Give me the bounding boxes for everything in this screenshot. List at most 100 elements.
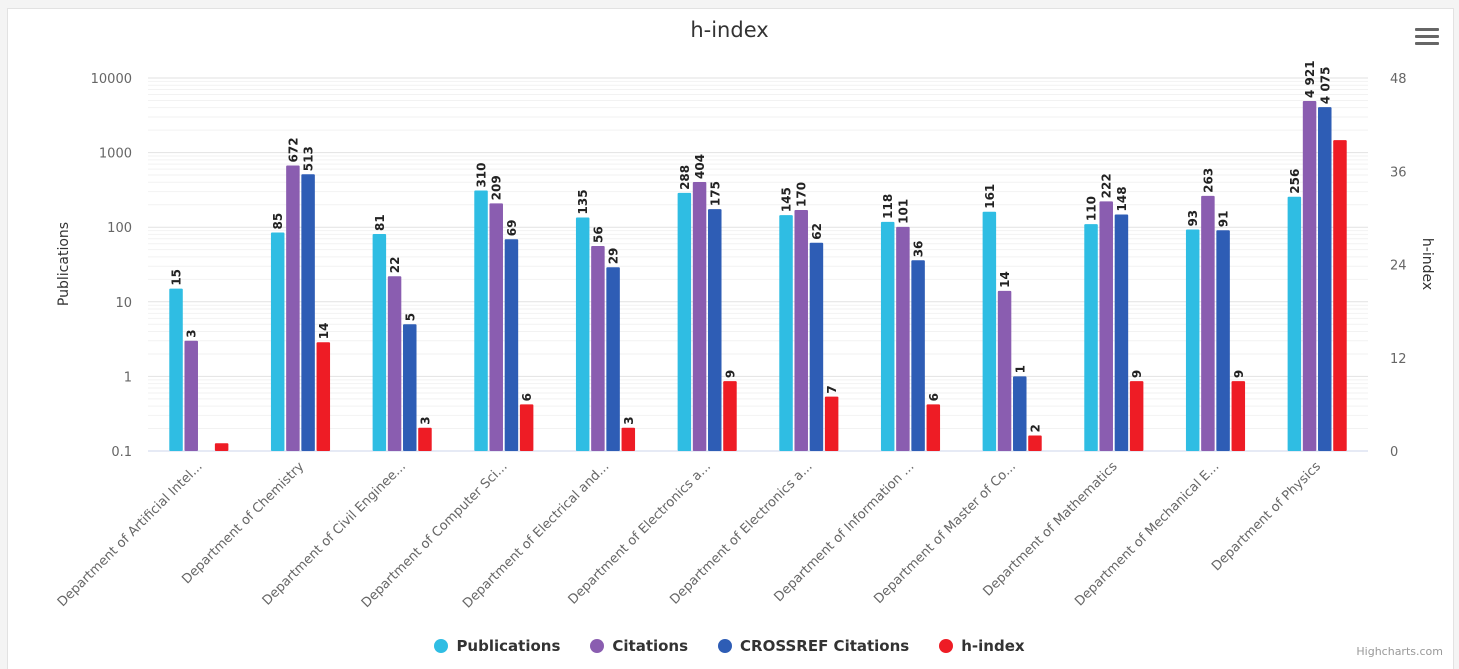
bar-h-index [316,342,331,451]
y-right-tick-label: 48 [1390,72,1407,87]
bar-citations [489,203,503,451]
bar-citations [591,245,605,451]
data-label: 4 075 [1318,67,1332,105]
data-label: 148 [1115,186,1129,211]
data-label: 3 [185,329,199,337]
bar-crossref-citations [504,239,519,451]
bar-publications [1084,224,1098,451]
bar-publications [880,221,895,451]
bar-citations [1099,201,1113,451]
data-label: 3 [418,416,432,424]
data-label: 170 [795,182,809,207]
bar-citations [692,181,707,452]
legend-item[interactable]: CROSSREF Citations [718,637,909,655]
data-label: 15 [170,269,184,286]
y-right-tick-label: 12 [1390,352,1407,367]
data-label: 6 [927,393,941,401]
y-right-tick-label: 24 [1390,259,1407,274]
data-label: 1 [1013,365,1027,373]
legend-marker [590,639,605,653]
bar-citations [1201,195,1215,451]
data-label: 9 [1130,370,1144,378]
bar-publications [1287,196,1302,451]
data-label: 135 [576,189,590,214]
data-label: 310 [475,162,489,187]
legend-item[interactable]: h-index [939,637,1025,655]
bar-publications [779,215,793,451]
bar-h-index [418,427,432,451]
bar-h-index [1231,381,1246,451]
data-label: 22 [388,257,402,274]
bar-citations [794,210,808,451]
credits-link[interactable]: Highcharts.com [1356,645,1443,658]
bar-h-index [723,381,737,451]
data-label: 209 [490,175,504,200]
data-label: 175 [708,181,722,206]
bar-crossref-citations [1013,376,1027,451]
y-left-tick-label: 1000 [99,147,132,162]
legend-marker [939,639,954,653]
bar-publications [575,217,590,451]
legend-marker [718,639,733,653]
data-label: 110 [1085,196,1099,221]
legend-item[interactable]: Citations [590,637,688,655]
data-label: 14 [317,323,331,340]
y-right-tick-label: 0 [1390,445,1398,460]
bar-h-index [214,443,229,451]
data-label: 36 [912,241,926,258]
data-label: 672 [286,137,300,162]
legend-label: CROSSREF Citations [740,637,910,655]
data-label: 3 [622,416,636,424]
data-label: 9 [723,370,737,378]
data-label: 2 [1028,424,1042,432]
data-label: 288 [678,165,692,190]
bar-crossref-citations [301,174,315,451]
legend-item[interactable]: Publications [434,637,560,655]
data-label: 222 [1100,173,1114,198]
data-label: 91 [1217,211,1231,228]
bar-publications [474,190,488,451]
y-right-axis-title: h-index [1419,238,1435,290]
data-label: 56 [591,226,605,243]
y-left-tick-label: 100 [107,221,132,236]
chart-legend: Publications Citations CROSSREF Citations h… [0,637,1459,655]
data-label: 69 [505,220,519,237]
bar-citations [286,165,300,451]
y-right-tick-label: 36 [1390,165,1407,180]
bar-publications [270,232,285,451]
data-label: 6 [520,393,534,401]
data-label: 256 [1288,169,1302,194]
bar-citations [1302,100,1317,452]
chart-title: h-index [690,18,769,42]
data-label: 161 [983,184,997,209]
y-left-tick-label: 1 [124,370,132,385]
bar-publications [1185,229,1200,451]
y-left-axis-title: Publications [56,222,72,306]
bar-crossref-citations [1216,230,1230,451]
bar-crossref-citations [403,324,417,451]
data-label: 101 [896,199,910,224]
bar-h-index [824,396,839,451]
bar-h-index [621,427,636,451]
x-category-label: Department of Artificial Intel... [55,459,206,610]
bar-crossref-citations [606,267,620,451]
data-label: 4 921 [1303,60,1317,98]
bar-citations [184,340,198,451]
data-label: 5 [403,313,417,321]
data-label: 93 [1186,210,1200,227]
hamburger-menu-icon[interactable] [1415,28,1439,48]
bar-citations [997,290,1012,451]
bar-crossref-citations [809,242,824,451]
bar-h-index [1129,381,1144,451]
bar-crossref-citations [1114,214,1129,451]
data-label: 404 [693,154,707,179]
legend-label: h-index [961,637,1025,655]
bar-publications [982,211,997,451]
data-label: 263 [1201,168,1215,193]
bar-crossref-citations [708,209,722,451]
data-label: 81 [373,214,387,231]
bar-citations [896,226,910,451]
y-left-tick-label: 10 [115,296,132,311]
bar-crossref-citations [1318,107,1332,452]
legend-label: Publications [456,637,561,655]
